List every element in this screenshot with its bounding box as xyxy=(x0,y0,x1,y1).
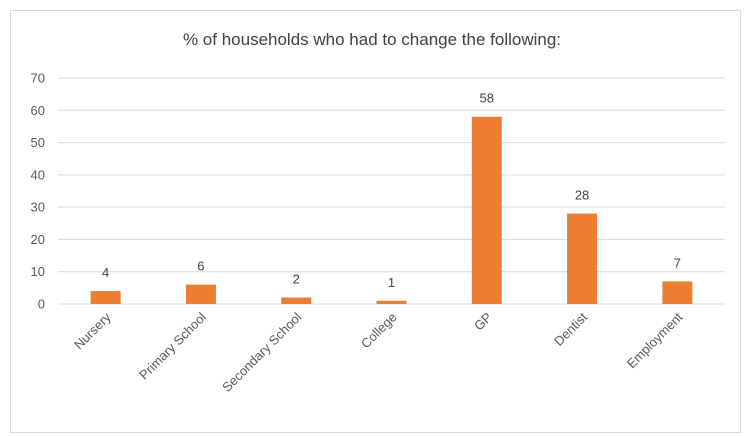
bar xyxy=(567,213,598,304)
y-tick-label: 20 xyxy=(31,232,45,247)
bar xyxy=(281,297,312,304)
x-axis-category-labels: Nursery Primary School Secondary School Col… xyxy=(71,309,686,395)
bar xyxy=(662,281,693,304)
gridlines xyxy=(58,77,725,305)
y-tick-label: 30 xyxy=(31,200,45,215)
bars xyxy=(90,116,693,304)
data-label: 4 xyxy=(102,265,109,280)
x-tick-label: Secondary School xyxy=(219,309,304,394)
bar xyxy=(471,116,502,304)
data-label: 58 xyxy=(480,91,494,106)
data-label: 2 xyxy=(293,272,300,287)
x-tick-label: GP xyxy=(471,310,495,334)
y-tick-label: 50 xyxy=(31,135,45,150)
data-label: 1 xyxy=(388,275,395,290)
x-tick-label: Employment xyxy=(624,309,686,371)
data-label: 28 xyxy=(575,188,589,203)
x-tick-label: Nursery xyxy=(71,309,114,352)
bar xyxy=(90,291,121,304)
y-tick-label: 70 xyxy=(31,71,45,86)
chart-title: % of households who had to change the fo… xyxy=(182,30,562,49)
y-axis-tick-labels: 0 10 20 30 40 50 60 70 xyxy=(31,71,45,312)
bar xyxy=(376,300,407,304)
x-tick-label: College xyxy=(358,310,400,352)
y-tick-label: 60 xyxy=(31,103,45,118)
bar xyxy=(185,284,216,304)
data-labels: 4 6 2 1 58 28 7 xyxy=(102,91,681,290)
x-tick-label: Dentist xyxy=(551,309,590,348)
y-tick-label: 10 xyxy=(31,264,45,279)
y-tick-label: 40 xyxy=(31,167,45,182)
x-tick-label: Primary School xyxy=(136,309,209,382)
data-label: 7 xyxy=(674,255,681,270)
y-tick-label: 0 xyxy=(38,297,45,312)
chart-frame xyxy=(10,10,741,433)
data-label: 6 xyxy=(197,259,204,274)
